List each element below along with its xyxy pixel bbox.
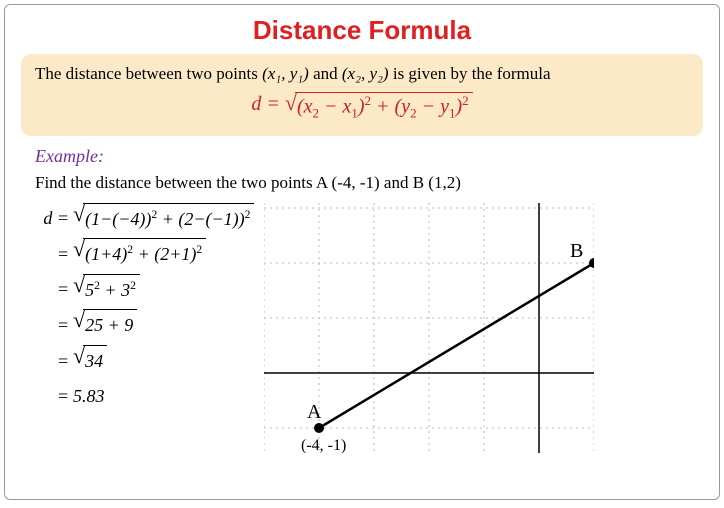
equation-lhs: = [35, 346, 69, 377]
page-frame: Distance Formula The distance between tw… [4, 4, 720, 500]
work-area: d = √(1−(−4))2 + (2−(−1))2= √(1+4)2 + (2… [35, 203, 707, 453]
label-b: B [570, 240, 583, 262]
f-a: (x [297, 96, 313, 118]
equation-row: d = √(1−(−4))2 + (2−(−1))2 [35, 203, 254, 235]
equation-lhs: = [35, 239, 69, 270]
segment-ab [319, 263, 594, 428]
intro-sentence: The distance between two points (x₁, y₁)… [35, 64, 689, 84]
formula-content: d = √(x2 − x1)2 + (y2 − y1)2 [251, 93, 472, 115]
intro-box: The distance between two points (x₁, y₁)… [21, 54, 703, 136]
f-b: − x [319, 96, 351, 118]
sqrt-expression: √(1−(−4))2 + (2−(−1))2 [73, 203, 254, 235]
f-c: ) [358, 96, 365, 118]
formula-lhs: d [251, 93, 261, 115]
sqrt-expression: √34 [73, 345, 107, 377]
equation-row: = √34 [35, 345, 254, 377]
equation-lhs: = [35, 274, 69, 305]
sqrt-body: (x2 − x1)2 + (y2 − y1)2 [295, 92, 473, 122]
sqrt-body: (1−(−4))2 + (2−(−1))2 [83, 203, 254, 235]
title-text: Distance Formula [253, 15, 471, 45]
intro-mid: and [309, 64, 342, 83]
coord-a: (-4, -1) [301, 437, 346, 453]
equation-row: = 5.83 [35, 381, 254, 412]
sqrt-expression: √(1+4)2 + (2+1)2 [73, 238, 206, 270]
point-a [314, 423, 324, 433]
equation-lhs: = [35, 310, 69, 341]
example-prompt: Find the distance between the two points… [35, 173, 707, 193]
chart-holder: A(-4, -1)B(1, 2) [264, 203, 707, 453]
f-p2b: 2 [462, 93, 469, 108]
formula-sqrt: √(x2 − x1)2 + (y2 − y1)2 [285, 92, 473, 122]
intro-after: is given by the formula [389, 64, 551, 83]
page-title: Distance Formula [17, 15, 707, 46]
intro-p2: (x₂, y₂) [342, 64, 389, 83]
sqrt-expression: √52 + 32 [73, 274, 140, 306]
label-a: A [307, 401, 322, 423]
sqrt-body: 25 + 9 [83, 309, 137, 341]
f-plus: + [371, 96, 395, 118]
example-label: Example: [35, 146, 707, 167]
sqrt-body: 34 [83, 345, 107, 377]
equation-row: = √25 + 9 [35, 309, 254, 341]
equation-steps: d = √(1−(−4))2 + (2−(−1))2= √(1+4)2 + (2… [35, 203, 254, 453]
equation-row: = √52 + 32 [35, 274, 254, 306]
equation-lhs: d = [35, 203, 69, 234]
sqrt-body: 52 + 32 [83, 274, 140, 306]
equation-row: = √(1+4)2 + (2+1)2 [35, 238, 254, 270]
equation-value: 5.83 [73, 381, 105, 412]
intro-before: The distance between two points [35, 64, 262, 83]
f-e: − y [417, 96, 449, 118]
sqrt-body: (1+4)2 + (2+1)2 [83, 238, 206, 270]
formula-line: d = √(x2 − x1)2 + (y2 − y1)2 [35, 92, 689, 122]
intro-p1: (x₁, y₁) [262, 64, 309, 83]
equation-lhs: = [35, 381, 69, 412]
coordinate-chart: A(-4, -1)B(1, 2) [264, 203, 594, 453]
f-d: (y [395, 96, 411, 118]
sqrt-expression: √25 + 9 [73, 309, 137, 341]
formula-eq: = [261, 93, 285, 115]
